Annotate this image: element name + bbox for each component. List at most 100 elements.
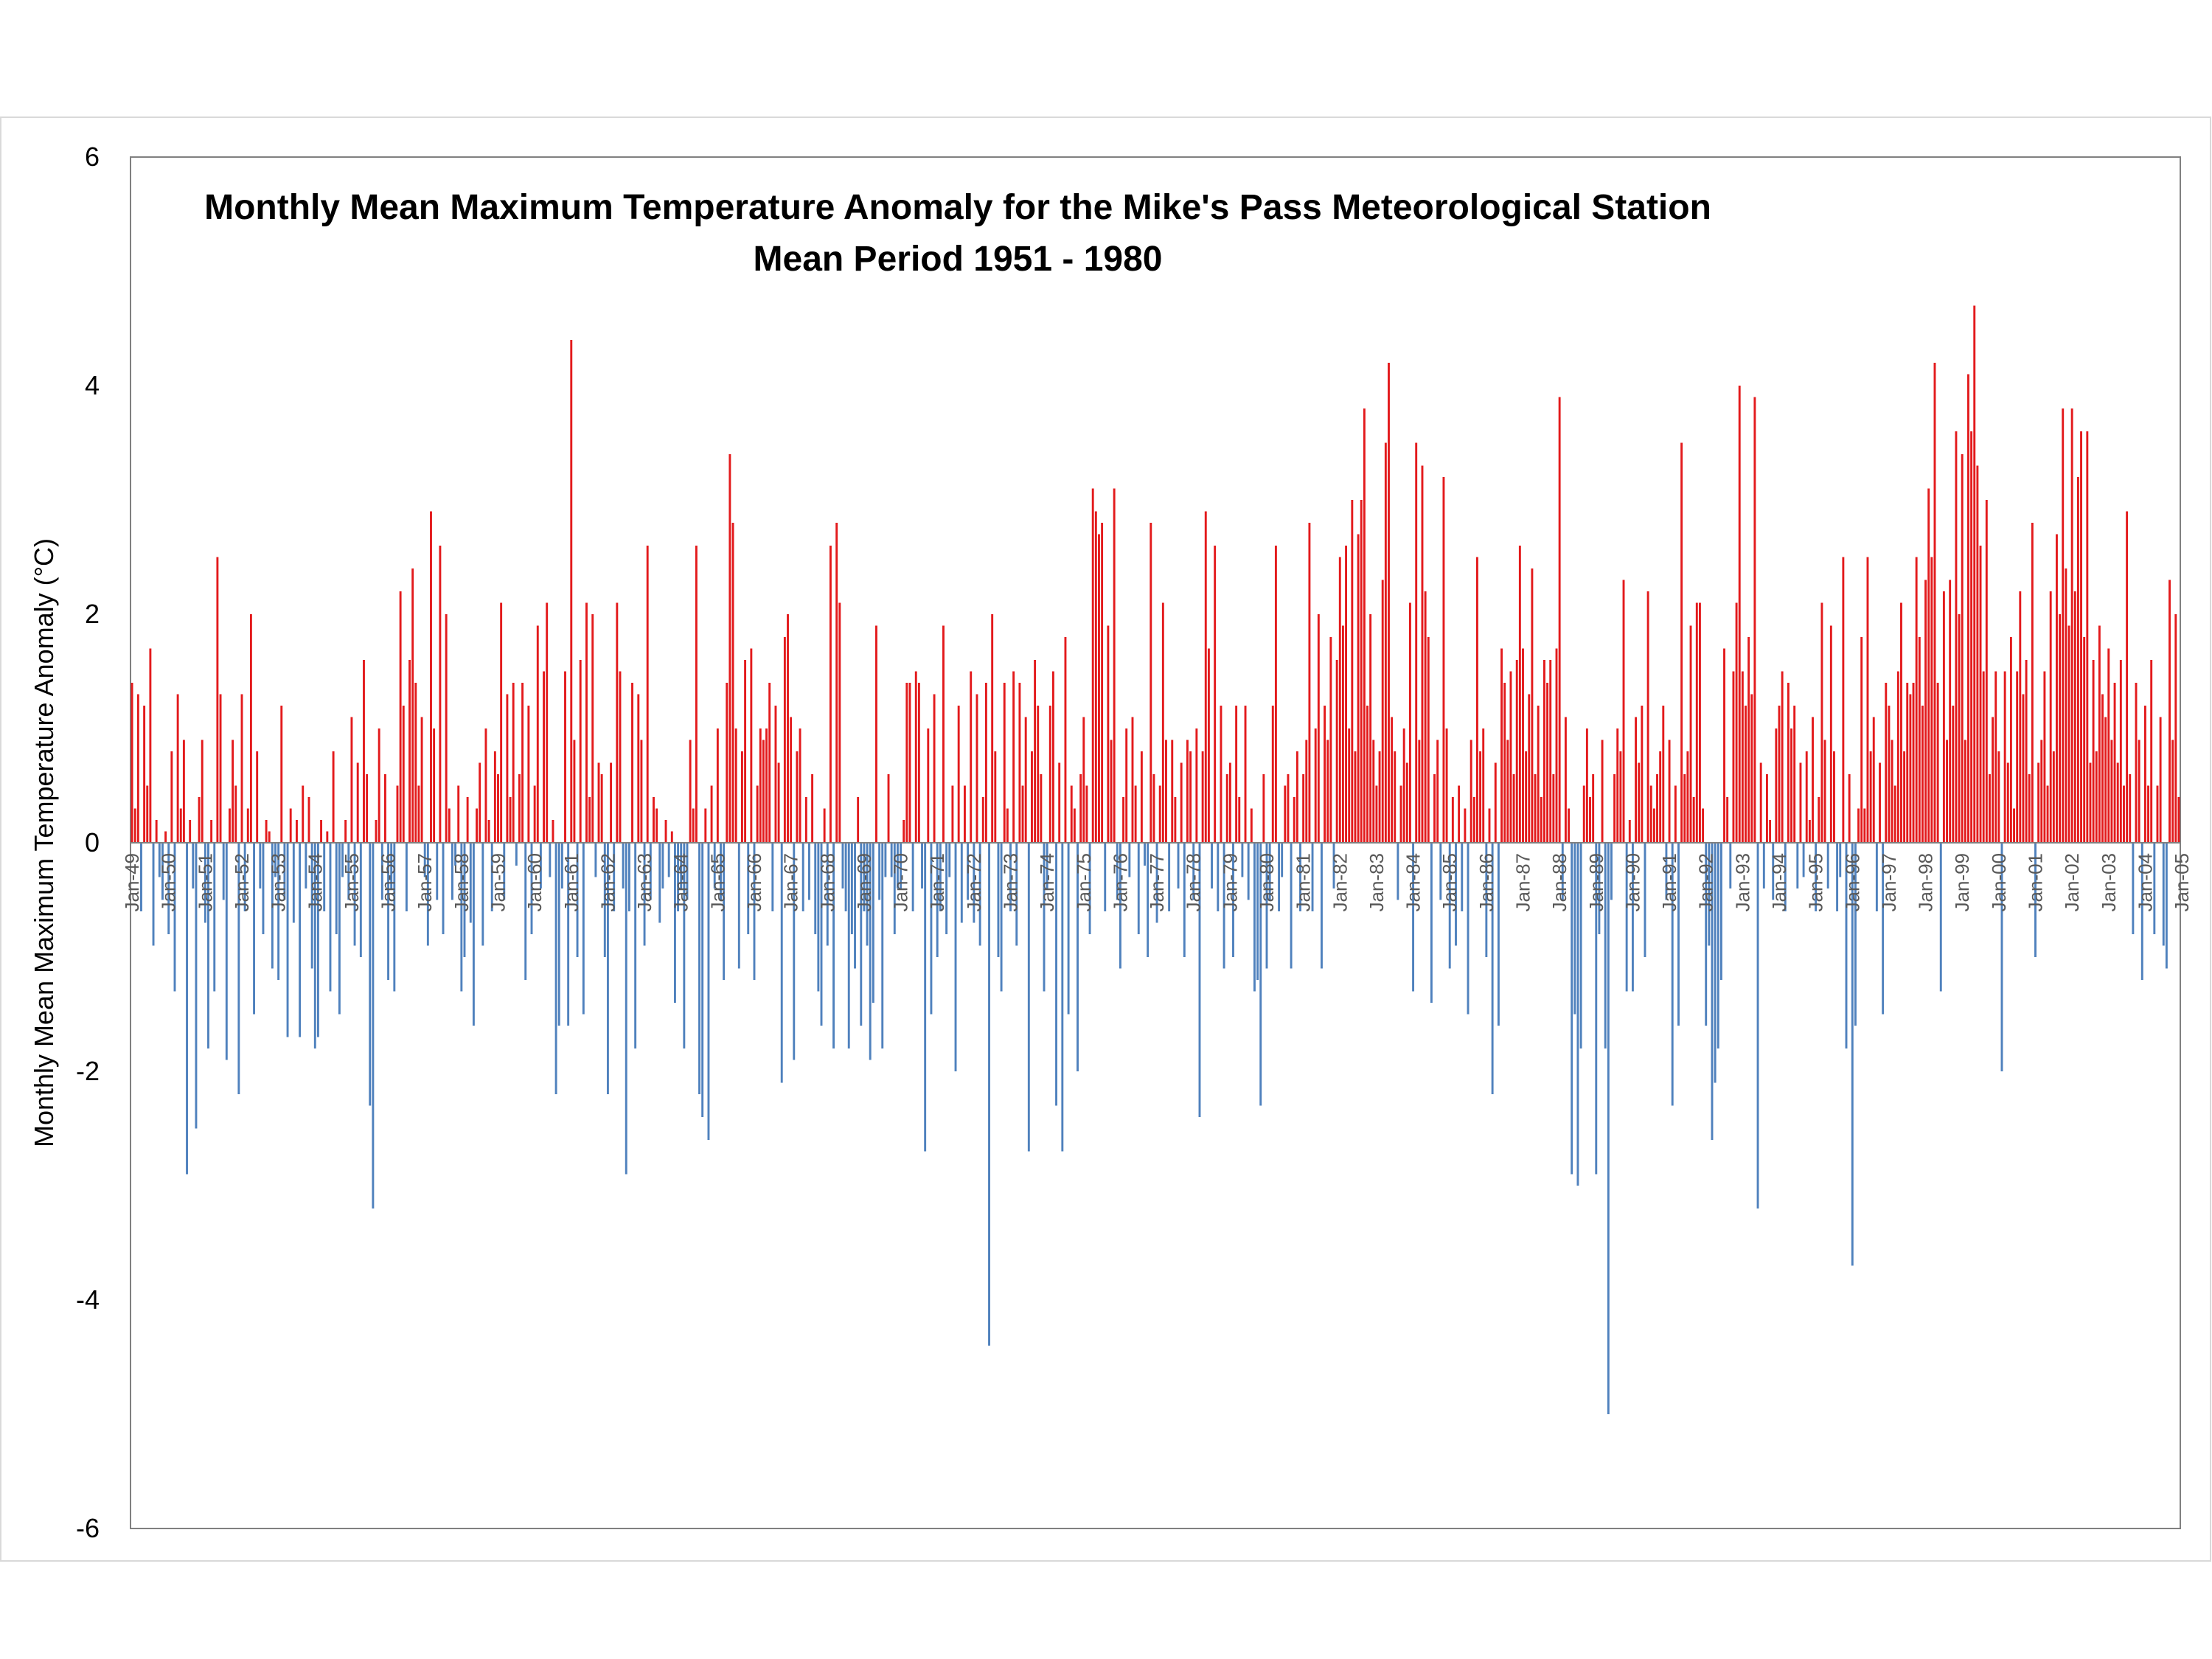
- bar: [527, 706, 530, 843]
- bar: [158, 843, 161, 877]
- bar: [493, 751, 496, 843]
- x-tick-label: Jan-67: [780, 853, 802, 912]
- bar: [1815, 843, 1818, 911]
- bar: [1085, 785, 1088, 843]
- bar: [1973, 305, 1976, 843]
- bar: [2162, 843, 2165, 946]
- bar: [1534, 774, 1537, 843]
- bar: [198, 797, 201, 843]
- bar: [2165, 843, 2168, 969]
- bar: [2153, 843, 2156, 934]
- bar: [951, 785, 954, 843]
- bar: [1003, 683, 1006, 843]
- bar: [2022, 694, 2025, 843]
- bar: [753, 843, 756, 980]
- bar: [326, 831, 329, 843]
- bar: [133, 808, 136, 843]
- bar: [1472, 797, 1475, 843]
- bar: [1646, 591, 1649, 843]
- bar: [161, 843, 164, 900]
- bar: [170, 751, 173, 843]
- bar: [173, 843, 176, 992]
- bar: [857, 797, 860, 843]
- bar: [723, 843, 726, 980]
- bar: [402, 706, 405, 843]
- bar: [804, 797, 807, 843]
- bar: [1488, 808, 1491, 843]
- bar: [554, 843, 557, 1094]
- bar: [1796, 843, 1799, 888]
- bar: [557, 843, 560, 1026]
- bar: [143, 706, 146, 843]
- bar: [204, 843, 206, 923]
- bar: [667, 843, 670, 877]
- bar: [1546, 683, 1549, 843]
- x-tick-label: Jan-89: [1585, 853, 1607, 912]
- bar: [939, 843, 942, 911]
- bar: [2043, 671, 2046, 843]
- bar: [378, 728, 380, 843]
- bar: [1314, 728, 1317, 843]
- bar: [332, 751, 335, 843]
- bar: [268, 831, 271, 843]
- bar: [1610, 843, 1613, 900]
- bar: [1158, 785, 1161, 843]
- bar: [1222, 843, 1225, 969]
- bar: [619, 671, 622, 843]
- bar: [1470, 740, 1472, 843]
- bar: [759, 728, 762, 843]
- x-tick-label: Jan-74: [1036, 853, 1058, 912]
- bar: [1979, 546, 1982, 843]
- bar: [1244, 706, 1247, 843]
- bar: [1046, 843, 1048, 888]
- bar: [390, 843, 393, 888]
- bar: [777, 762, 780, 843]
- bar: [1259, 843, 1262, 1106]
- bar: [1378, 751, 1381, 843]
- bar: [1354, 751, 1357, 843]
- bar: [1091, 488, 1094, 843]
- y-tick-label: -4: [76, 1284, 100, 1315]
- bar: [2065, 568, 2067, 843]
- bar: [490, 843, 493, 911]
- bar: [945, 843, 948, 934]
- bar: [1964, 740, 1966, 843]
- bar: [195, 843, 198, 1129]
- bar: [1625, 843, 1628, 992]
- bar: [750, 648, 753, 843]
- bar: [710, 785, 713, 843]
- bar: [2171, 740, 2174, 843]
- bar: [2046, 785, 2049, 843]
- bar: [1391, 717, 1394, 843]
- bar: [570, 340, 573, 843]
- bar: [1177, 843, 1180, 888]
- bar: [2009, 637, 2012, 843]
- bar: [393, 843, 396, 992]
- bar: [994, 751, 997, 843]
- bar: [463, 843, 466, 957]
- bar: [1348, 728, 1351, 843]
- bar: [1262, 774, 1265, 843]
- bar: [573, 740, 576, 843]
- bar: [1155, 843, 1158, 923]
- bar: [1958, 614, 1961, 843]
- bar: [1515, 660, 1518, 843]
- bar: [970, 671, 973, 843]
- bar: [1321, 843, 1323, 969]
- bar: [975, 694, 978, 843]
- x-tick-label: Jan-92: [1695, 853, 1717, 912]
- bar: [1652, 808, 1655, 843]
- bar: [914, 671, 917, 843]
- bar: [1939, 843, 1942, 992]
- bar: [796, 751, 799, 843]
- bar: [1372, 740, 1375, 843]
- x-tick-label: Jan-02: [2061, 853, 2083, 912]
- bar: [1595, 843, 1598, 1175]
- x-tick-label: Jan-04: [2134, 853, 2156, 912]
- bar: [1250, 808, 1253, 843]
- bar: [366, 774, 369, 843]
- bar: [2013, 808, 2015, 843]
- bar: [1351, 500, 1354, 843]
- bar: [1738, 386, 1741, 843]
- bar: [988, 843, 990, 1346]
